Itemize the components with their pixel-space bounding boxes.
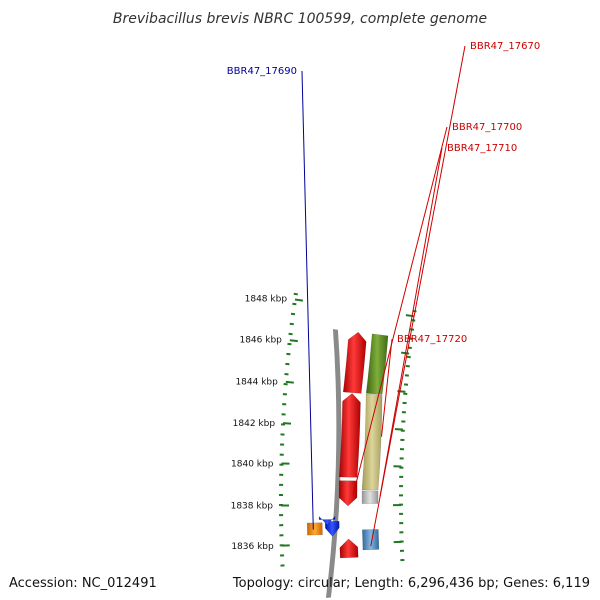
gene-blue-small-arrow [318,515,336,526]
genes-layer [306,331,389,559]
gene-olive-block [361,393,383,491]
outer-minor-tick [290,312,296,316]
tick-label: 1840 kbp [231,459,274,469]
gene-orange-block [306,522,323,536]
backbone-ring [325,329,342,598]
topology-text: Topology: circular; Length: 6,296,436 bp… [232,576,590,591]
gene-green-block [365,333,389,395]
tick-label: 1848 kbp [245,295,288,305]
backbone-layer [325,329,342,598]
gene-label-leader [352,126,448,496]
genome-title: Brevibacillus brevis NBRC 100599, comple… [113,11,487,27]
tick-label: 1836 kbp [231,542,274,552]
gene-label-leader [380,338,393,437]
outer-major-tick [289,339,298,343]
gene-steelblue-block [362,529,380,551]
outer-major-tick [294,298,304,302]
gene-bbr47-17670-arrow [339,538,359,559]
gene-bbr47-17700-arrow [338,480,358,507]
gene-red-continuation [342,331,367,394]
gene-label: BBR47_17690 [227,66,297,77]
gene-label-leader [301,70,314,530]
labels-layer: 1836 kbp 1838 kbp 1840 kbp 1842 kbp 1844 kbp… [227,41,540,552]
gene-bbr47-17710-block [361,490,379,504]
accession-text: Accession: NC_012491 [9,576,157,591]
gene-label: BBR47_17670 [470,41,540,52]
tick-label: 1844 kbp [235,377,278,387]
gene-label-leader [379,147,443,497]
gene-bbr47-17720-arrow [338,393,361,478]
tick-label: 1842 kbp [233,419,276,429]
gene-label: BBR47_17720 [397,334,467,345]
gene-bbr47-17690-arrow [324,521,340,537]
outer-minor-tick [293,292,298,296]
tick-label: 1838 kbp [231,502,274,512]
gene-label: BBR47_17710 [447,143,517,154]
outer-minor-tick [292,302,297,306]
tick-label: 1846 kbp [239,336,282,346]
ticks-layer [279,292,417,567]
gene-label: BBR47_17700 [452,122,522,133]
outer-major-tick [285,380,294,384]
